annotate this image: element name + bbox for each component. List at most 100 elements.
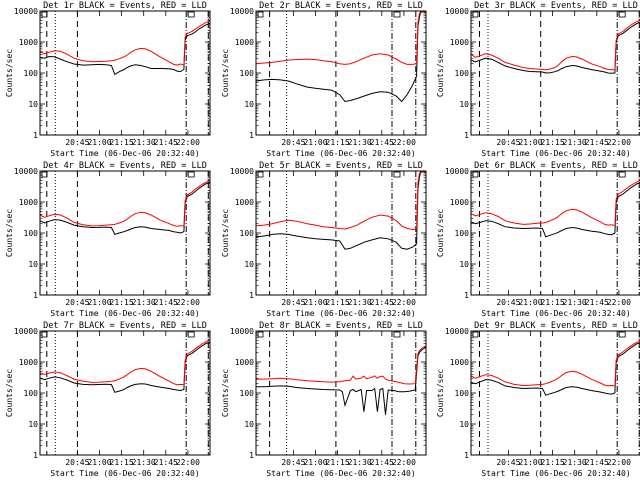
x-tick-label: 20:45 (65, 138, 89, 147)
y-axis-label: Counts/sec (5, 209, 14, 257)
y-tick-label: 10000 (14, 167, 38, 176)
x-tick-label: 22:00 (392, 298, 416, 307)
y-tick-label: 100 (240, 389, 255, 398)
x-tick-label: 20:45 (281, 138, 305, 147)
x-tick-label: 21:45 (370, 298, 394, 307)
end-marker-box (618, 11, 626, 18)
x-tick-label: 20:45 (496, 138, 520, 147)
events-series-line (255, 171, 427, 250)
lld-series-line (470, 20, 640, 71)
lld-series-line (256, 345, 427, 385)
panel-6: Det 6r BLACK = Events, RED = LLD Counts/s… (436, 161, 640, 318)
x-axis-label: Start Time (06-Dec-06 20:32:40) (481, 309, 630, 318)
y-axis-label: Counts/sec (221, 369, 230, 417)
lld-series-line (470, 180, 640, 227)
lld-series-line (255, 10, 427, 65)
x-tick-label: 21:30 (563, 298, 587, 307)
x-tick-label: 21:00 (303, 298, 327, 307)
y-tick-label: 1000 (450, 38, 469, 47)
start-marker-box (472, 331, 479, 338)
y-tick-label: 1000 (450, 198, 469, 207)
plot-frame (39, 170, 211, 296)
x-tick-label: 21:00 (87, 458, 111, 467)
y-axis-label: Counts/sec (221, 49, 230, 97)
events-series-line (255, 11, 427, 103)
y-tick-label: 100 (455, 389, 470, 398)
y-tick-label: 10 (244, 100, 254, 109)
panel-5: Det 5r BLACK = Events, RED = LLD Counts/s… (221, 161, 427, 318)
x-tick-label: 21:15 (326, 458, 350, 467)
y-tick-label: 10000 (445, 167, 469, 176)
x-tick-label: 21:45 (585, 458, 609, 467)
y-tick-label: 1 (33, 131, 38, 140)
x-axis-label: Start Time (06-Dec-06 20:32:40) (266, 469, 415, 478)
x-axis-label: Start Time (06-Dec-06 20:32:40) (50, 149, 199, 158)
plot-frame (470, 170, 640, 296)
y-tick-label: 100 (240, 69, 255, 78)
x-tick-label: 21:30 (348, 138, 372, 147)
y-tick-label: 10000 (445, 327, 469, 336)
events-series-line (470, 21, 640, 74)
y-tick-label: 1 (33, 451, 38, 460)
x-tick-label: 21:15 (326, 138, 350, 147)
x-tick-label: 21:15 (541, 298, 565, 307)
start-marker-box (257, 11, 264, 18)
start-marker-box (472, 11, 479, 18)
y-tick-label: 10 (244, 260, 254, 269)
y-tick-label: 100 (24, 389, 39, 398)
y-tick-label: 100 (24, 229, 39, 238)
panel-3: Det 3r BLACK = Events, RED = LLD Counts/s… (436, 1, 640, 158)
x-tick-label: 21:45 (370, 458, 394, 467)
y-tick-label: 10000 (14, 7, 38, 16)
y-tick-label: 1 (464, 131, 469, 140)
panel-title: Det 1r BLACK = Events, RED = LLD (43, 1, 207, 11)
x-axis-label: Start Time (06-Dec-06 20:32:40) (266, 149, 415, 158)
x-axis-label: Start Time (06-Dec-06 20:32:40) (481, 469, 630, 478)
lld-series-line (39, 20, 211, 66)
end-marker-box (187, 331, 195, 338)
panel-7: Det 7r BLACK = Events, RED = LLD Counts/s… (5, 321, 211, 478)
y-tick-label: 10 (459, 100, 469, 109)
lld-series-line (39, 180, 211, 227)
x-tick-label: 21:00 (518, 138, 542, 147)
x-tick-label: 21:15 (541, 458, 565, 467)
lld-series-line (255, 170, 427, 231)
x-tick-label: 21:45 (370, 138, 394, 147)
x-tick-label: 21:00 (518, 298, 542, 307)
events-series-line (470, 342, 640, 396)
start-marker-box (41, 11, 48, 18)
events-series-line (256, 346, 427, 415)
x-tick-label: 22:00 (392, 138, 416, 147)
end-marker-box (187, 11, 195, 18)
y-axis-label: Counts/sec (5, 49, 14, 97)
y-tick-label: 10000 (230, 7, 254, 16)
x-tick-label: 20:45 (281, 298, 305, 307)
x-tick-label: 22:00 (607, 138, 631, 147)
x-tick-label: 21:45 (154, 298, 178, 307)
x-tick-label: 22:00 (607, 458, 631, 467)
x-tick-label: 21:45 (154, 458, 178, 467)
y-axis-label: Counts/sec (436, 209, 445, 257)
lld-series-line (470, 340, 640, 387)
x-tick-label: 21:30 (348, 458, 372, 467)
panel-title: Det 8r BLACK = Events, RED = LLD (259, 321, 423, 331)
start-marker-box (41, 171, 48, 178)
y-tick-label: 1 (249, 131, 254, 140)
y-tick-label: 1 (33, 291, 38, 300)
x-tick-label: 21:15 (541, 138, 565, 147)
y-tick-label: 1 (249, 451, 254, 460)
end-marker-box (187, 171, 195, 178)
start-marker-box (472, 171, 479, 178)
panel-2: Det 2r BLACK = Events, RED = LLD Counts/s… (221, 1, 427, 158)
y-tick-label: 100 (455, 69, 470, 78)
end-marker-box (618, 331, 626, 338)
x-tick-label: 21:30 (348, 298, 372, 307)
x-tick-label: 22:00 (176, 298, 200, 307)
x-tick-label: 21:45 (585, 138, 609, 147)
panel-title: Det 3r BLACK = Events, RED = LLD (474, 1, 638, 11)
plot-frame (255, 330, 427, 456)
y-tick-label: 100 (455, 229, 470, 238)
y-tick-label: 1 (464, 451, 469, 460)
y-tick-label: 1000 (19, 358, 38, 367)
